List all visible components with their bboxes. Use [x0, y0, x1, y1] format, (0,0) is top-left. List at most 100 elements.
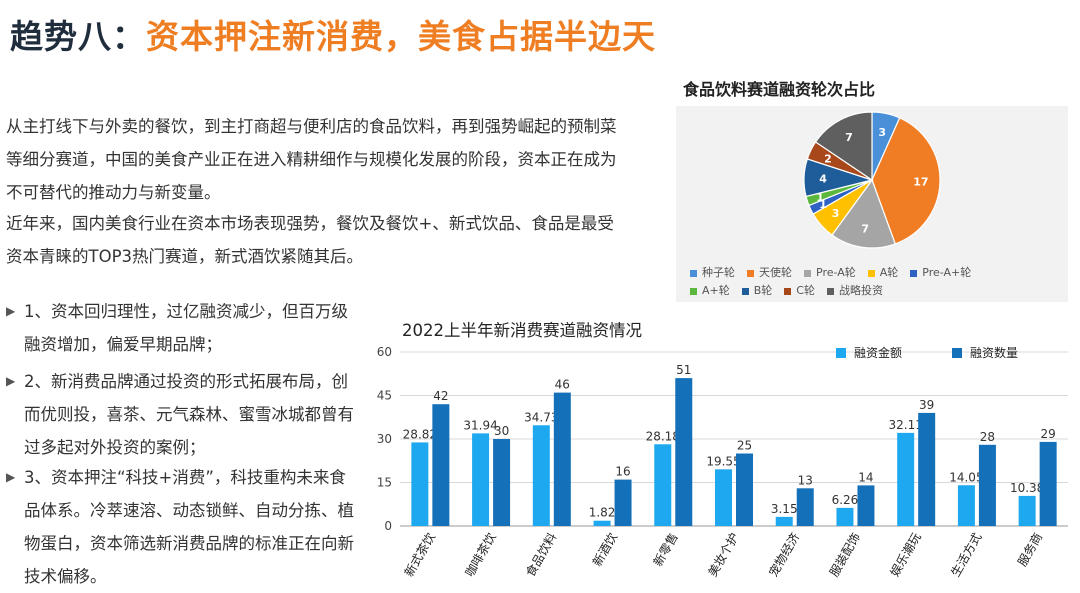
bar-value-label: 13: [798, 473, 813, 487]
legend-swatch: [804, 269, 811, 277]
slide-title-highlight: 资本押注新消费，美食占据半边天: [146, 17, 656, 56]
pie-legend-label: A轮: [879, 266, 899, 279]
pie-slice-label: 3: [878, 126, 886, 139]
pie-legend-item: 天使轮: [747, 264, 792, 280]
bar-value-label: 28.18: [646, 429, 680, 443]
legend-swatch: [741, 287, 749, 295]
bar-value-label: 31.94: [463, 418, 497, 432]
x-tick-label: 咖啡茶饮: [462, 530, 499, 579]
pie-legend-item: A+轮: [690, 282, 730, 298]
bar-value-label: 3.15: [771, 502, 798, 516]
bar: [493, 439, 511, 526]
pie-legend-item: B轮: [741, 282, 773, 298]
x-tick-label: 新式茶饮: [401, 530, 438, 579]
pie-legend-item: A轮: [867, 264, 899, 280]
x-tick-label: 服务商: [1014, 530, 1045, 569]
bar-value-label: 29: [1040, 427, 1055, 441]
pie-legend-label: B轮: [753, 284, 773, 297]
x-tick-label: 娱乐潮玩: [887, 530, 924, 579]
x-tick-label: 食品饮料: [522, 530, 559, 579]
intro-paragraph-2: 近年来，国内美食行业在资本市场表现强势，餐饮及餐饮+、新式饮品、食品是最受资本青…: [6, 214, 614, 266]
legend-swatch: [867, 269, 875, 277]
bar: [411, 442, 429, 526]
pie-chart-panel: 3 17 7 3 1 1 4 2 7 种子轮 天使轮 Pre-A轮 A轮 Pre-A+轮 A+轮 B轮 C轮…: [676, 106, 1068, 302]
pie-legend-row: A+轮 B轮 C轮 战略投资: [690, 282, 895, 298]
y-tick-label: 15: [377, 476, 392, 490]
bar-value-label: 30: [494, 424, 509, 438]
pie-legend-label: Pre-A轮: [816, 266, 856, 279]
bar-value-label: 19.55: [706, 454, 740, 468]
pie-legend-item: 种子轮: [690, 264, 735, 280]
bullet-text: 3、资本押注“科技+消费”，科技重构未来食品体系。冷萃速溶、动态锁鲜、自动分拣、…: [24, 468, 354, 586]
pie-legend-label: 种子轮: [702, 266, 735, 279]
pie-slice: [831, 178, 897, 249]
legend-swatch: [747, 269, 754, 277]
bar: [715, 469, 732, 526]
bullet-arrow-icon: ▶: [6, 374, 16, 388]
bullet-point-2: ▶ 2、新消费品牌通过投资的形式拓展布局，创而优则投，喜茶、元气森林、蜜雪冰城都…: [6, 365, 356, 464]
bar: [553, 392, 571, 526]
x-tick-label: 美妆个护: [705, 531, 741, 580]
pie-legend-label: C轮: [796, 284, 815, 297]
bar: [472, 433, 490, 526]
bar-value-label: 10.38: [1010, 481, 1044, 495]
bar-value-label: 28.82: [403, 427, 437, 441]
bar: [957, 485, 975, 526]
y-tick-label: 60: [377, 345, 392, 359]
x-tick-label: 服装配饰: [827, 531, 863, 580]
x-tick-label: 生活方式: [948, 530, 985, 579]
bar-value-label: 51: [676, 363, 691, 377]
bar: [857, 485, 875, 526]
bar: [1018, 495, 1036, 526]
bar-value-label: 42: [433, 389, 448, 403]
bullet-point-3: ▶ 3、资本押注“科技+消费”，科技重构未来食品体系。冷萃速溶、动态锁鲜、自动分…: [6, 461, 356, 593]
y-tick-label: 45: [377, 389, 392, 403]
pie-slice-label: 7: [861, 222, 869, 235]
bar-chart: 01530456028.8242新式茶饮31.9430咖啡茶饮34.7346食品…: [377, 345, 1068, 580]
bar-legend-label: 融资数量: [970, 345, 1018, 360]
bar: [675, 378, 693, 526]
bar-value-label: 14: [858, 470, 873, 484]
pie-slice-label: 17: [913, 176, 928, 189]
bullet-point-1: ▶ 1、资本回归理性，过亿融资减少，但百万级融资增加，偏爱早期品牌；: [6, 295, 356, 361]
pie-legend-item: C轮: [784, 282, 815, 298]
pie-legend-label: Pre-A+轮: [922, 266, 972, 279]
intro-paragraph-1: 从主打线下与外卖的餐饮，到主打商超与便利店的食品饮料，再到强势崛起的预制菜等细分…: [6, 117, 617, 202]
legend-swatch: [836, 348, 846, 358]
legend-swatch: [690, 269, 697, 277]
bar: [1039, 441, 1057, 526]
bar-value-label: 28: [980, 430, 995, 444]
bullet-text: 2、新消费品牌通过投资的形式拓展布局，创而优则投，喜茶、元气森林、蜜雪冰城都曾有…: [24, 372, 354, 457]
bar: [775, 516, 793, 526]
bar: [836, 507, 854, 526]
bar: [796, 488, 814, 526]
legend-swatch: [952, 348, 962, 358]
legend-swatch: [690, 287, 697, 295]
bar-value-label: 39: [919, 398, 934, 412]
x-tick-label: 新酒饮: [589, 530, 620, 569]
legend-swatch: [910, 269, 918, 277]
bar: [614, 479, 632, 526]
bar: [432, 404, 450, 526]
pie-legend-item: 战略投资: [826, 282, 883, 298]
bar-value-label: 46: [555, 378, 570, 392]
pie-slice: [871, 117, 941, 245]
legend-swatch: [784, 287, 792, 295]
bar-legend-label: 融资金额: [854, 345, 902, 360]
x-tick-label: 新零售: [650, 530, 681, 569]
bar-value-label: 14.05: [949, 470, 983, 484]
slide-title-prefix: 趋势八：: [10, 17, 146, 56]
pie-legend-label: A+轮: [702, 284, 730, 297]
pie-legend-label: 天使轮: [759, 266, 792, 279]
bullet-arrow-icon: ▶: [6, 470, 16, 484]
pie-slice-label: 4: [819, 172, 827, 185]
bar: [897, 432, 915, 526]
pie-legend-item: Pre-A+轮: [910, 264, 971, 280]
bar: [918, 412, 936, 526]
bar: [532, 425, 550, 526]
y-tick-label: 30: [377, 432, 392, 446]
bar: [654, 444, 672, 526]
bar: [978, 444, 996, 526]
bar-value-label: 16: [615, 465, 630, 479]
